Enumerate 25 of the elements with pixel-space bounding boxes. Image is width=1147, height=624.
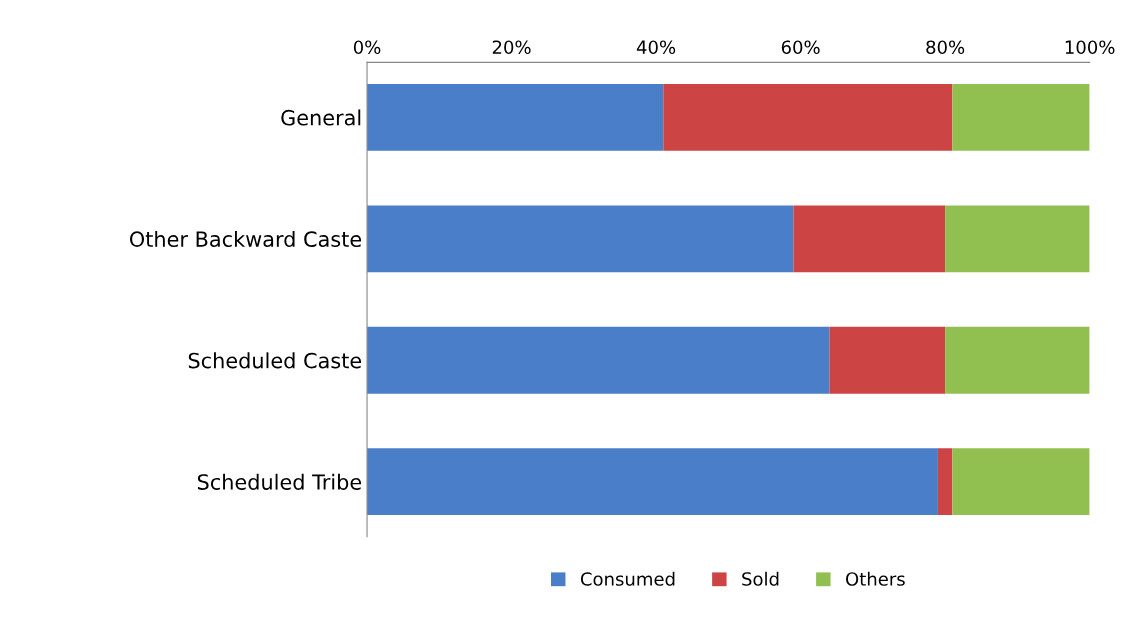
y-tick-label: Scheduled Caste <box>188 352 362 369</box>
bar <box>367 448 938 516</box>
legend-label: Others <box>846 571 905 586</box>
bar <box>793 205 946 273</box>
bar <box>367 83 664 151</box>
legend-label: Sold <box>742 571 779 586</box>
bar <box>663 83 953 151</box>
x-tick-label: 40% <box>636 40 676 55</box>
y-tick-label: General <box>281 109 361 126</box>
bar <box>945 326 1090 394</box>
bar <box>937 448 953 516</box>
legend-label: Consumed <box>580 571 675 586</box>
x-tick-label: 80% <box>926 40 965 55</box>
bar <box>952 83 1090 151</box>
y-tick-label: Other Backward Caste <box>129 230 362 248</box>
x-tick-label: 60% <box>781 40 820 55</box>
bar <box>945 205 1090 273</box>
bar <box>367 326 830 394</box>
bar <box>952 448 1090 516</box>
y-tick-label: Scheduled Tribe <box>197 473 362 490</box>
x-tick-label: 0% <box>353 40 381 55</box>
bar <box>367 205 794 273</box>
bar <box>829 326 946 394</box>
x-tick-label: 20% <box>492 40 531 55</box>
x-tick-label: 100% <box>1065 40 1115 55</box>
